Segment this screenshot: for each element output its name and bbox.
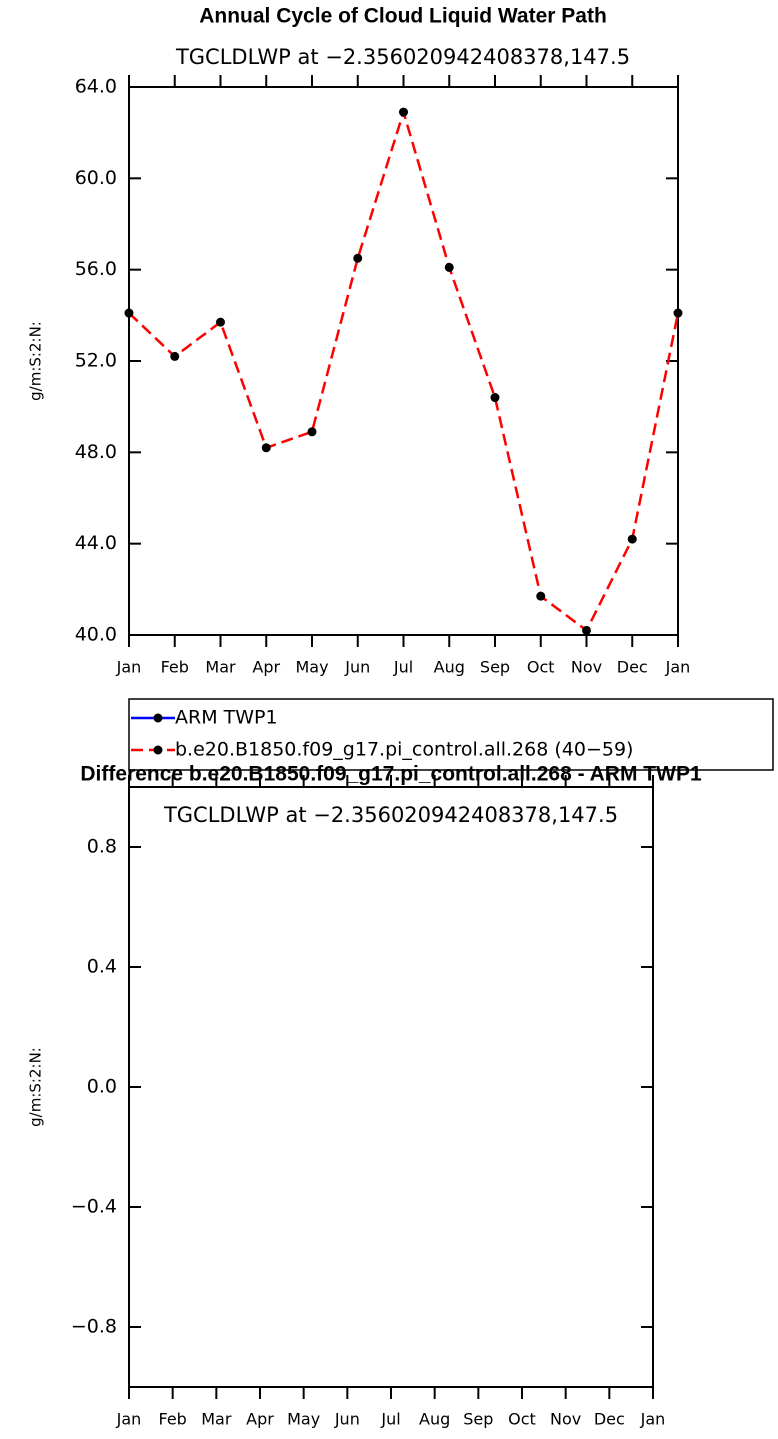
y-tick-label: 40.0 bbox=[75, 624, 117, 646]
y-tick-label: 0.8 bbox=[87, 836, 117, 858]
y-tick-label: 0.0 bbox=[87, 1076, 117, 1098]
x-tick-label: Aug bbox=[419, 1410, 450, 1429]
plot-frame bbox=[128, 786, 654, 1388]
legend-marker bbox=[153, 745, 163, 755]
x-tick-label: Mar bbox=[201, 1410, 232, 1429]
series-line bbox=[128, 107, 680, 633]
chart-subtitle: TGCLDLWP at −2.356020942408378,147.5 bbox=[163, 803, 618, 827]
y-tick-label: 60.0 bbox=[75, 167, 117, 189]
x-tick-label: Dec bbox=[617, 658, 648, 677]
y-axis-label: g/m:S:2:N: bbox=[27, 1047, 45, 1127]
plot-frame bbox=[128, 86, 679, 636]
x-tick-label: Nov bbox=[571, 658, 602, 677]
y-tick-label: −0.8 bbox=[71, 1316, 117, 1338]
x-tick-label: May bbox=[287, 1410, 320, 1429]
x-tick-label: Oct bbox=[527, 658, 555, 677]
x-tick-label: Feb bbox=[161, 658, 189, 677]
data-point bbox=[261, 443, 271, 453]
x-tick-label: Jul bbox=[380, 1410, 400, 1429]
legend-label: ARM TWP1 bbox=[175, 707, 278, 729]
x-tick-label: Apr bbox=[246, 1410, 274, 1429]
x-tick-label: Mar bbox=[205, 658, 236, 677]
x-tick-label: Apr bbox=[252, 658, 280, 677]
x-tick-label: Aug bbox=[434, 658, 465, 677]
legend-marker bbox=[153, 713, 163, 723]
y-tick-label: −0.4 bbox=[71, 1196, 117, 1218]
x-tick-label: Oct bbox=[508, 1410, 536, 1429]
x-tick-label: Jan bbox=[116, 1410, 142, 1429]
data-point bbox=[536, 591, 546, 601]
data-point bbox=[444, 262, 454, 272]
data-point bbox=[399, 107, 408, 117]
x-tick-label: Jun bbox=[334, 1410, 360, 1429]
data-point bbox=[307, 427, 317, 437]
x-tick-label: Feb bbox=[159, 1410, 187, 1429]
data-point bbox=[170, 351, 180, 361]
x-tick-label: Sep bbox=[480, 658, 510, 677]
x-tick-label: Sep bbox=[463, 1410, 493, 1429]
x-tick-label: Jan bbox=[665, 658, 691, 677]
x-tick-label: Nov bbox=[550, 1410, 581, 1429]
data-point bbox=[353, 253, 363, 263]
y-tick-label: 48.0 bbox=[75, 441, 117, 463]
y-tick-label: 56.0 bbox=[75, 258, 117, 280]
data-point bbox=[627, 534, 637, 544]
data-point bbox=[124, 308, 134, 318]
x-tick-label: Jun bbox=[344, 658, 370, 677]
legend-box bbox=[128, 698, 774, 771]
x-tick-label: May bbox=[295, 658, 328, 677]
x-tick-label: Jan bbox=[116, 658, 142, 677]
y-tick-label: 64.0 bbox=[75, 76, 117, 98]
chart-title: Difference b.e20.B1850.f09_g17.pi_contro… bbox=[80, 763, 702, 786]
x-tick-label: Dec bbox=[594, 1410, 625, 1429]
y-tick-label: 44.0 bbox=[75, 532, 117, 554]
data-point bbox=[582, 625, 591, 635]
chart-title: Annual Cycle of Cloud Liquid Water Path bbox=[199, 5, 607, 28]
data-point bbox=[216, 317, 225, 327]
y-tick-label: 0.4 bbox=[87, 956, 117, 978]
legend-label: b.e20.B1850.f09_g17.pi_control.all.268 (… bbox=[175, 739, 633, 761]
chart-subtitle: TGCLDLWP at −2.356020942408378,147.5 bbox=[175, 45, 630, 69]
y-tick-label: 52.0 bbox=[75, 350, 117, 372]
data-point bbox=[490, 393, 500, 403]
y-axis-label: g/m:S:2:N: bbox=[27, 321, 45, 401]
x-tick-label: Jan bbox=[640, 1410, 666, 1429]
x-tick-label: Jul bbox=[393, 658, 413, 677]
data-point bbox=[673, 308, 683, 318]
